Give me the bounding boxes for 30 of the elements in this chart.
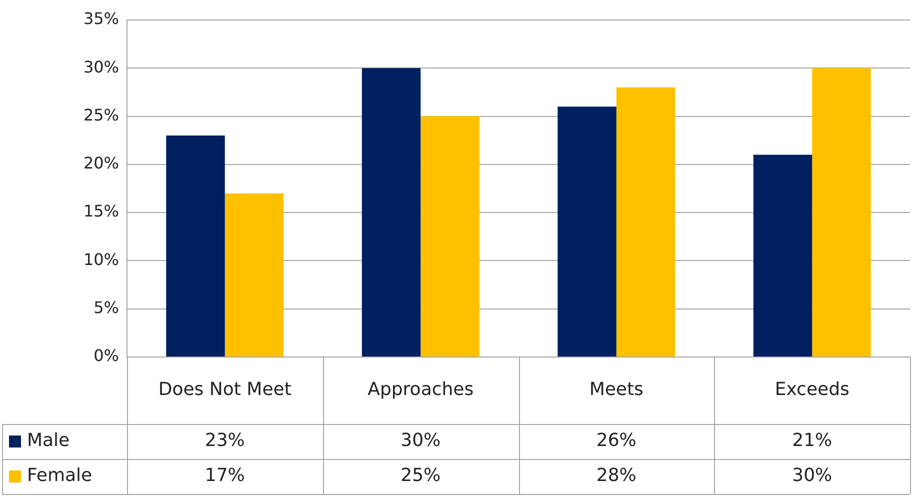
data-label: 28% — [596, 465, 636, 486]
x-tick-label: Exceeds — [774, 379, 850, 400]
data-label: 26% — [596, 430, 636, 452]
x-tick-label: Does Not Meet — [158, 379, 292, 400]
bar — [362, 68, 421, 356]
y-tick-label: 10% — [83, 250, 119, 269]
bar — [753, 154, 812, 356]
bar — [420, 116, 480, 356]
bar — [224, 193, 284, 356]
bar — [166, 136, 225, 356]
x-tick-label: Approaches — [368, 379, 474, 400]
y-tick-label: 25% — [83, 105, 119, 124]
y-tick-label: 30% — [83, 57, 119, 76]
y-tick-label: 15% — [83, 202, 119, 221]
bar — [616, 87, 676, 356]
data-label: 25% — [400, 465, 441, 486]
x-tick-label: Meets — [589, 379, 644, 400]
legend-label: Female — [27, 465, 92, 486]
y-tick-label: 5% — [94, 298, 119, 318]
y-tick-label: 0% — [94, 346, 119, 366]
y-tick-label: 20% — [83, 154, 119, 173]
legend-label: Male — [27, 430, 70, 452]
data-label: 23% — [204, 430, 245, 452]
bar — [812, 68, 871, 356]
data-label: 17% — [204, 465, 245, 486]
data-label: 21% — [792, 430, 832, 452]
y-tick-label: 35% — [83, 9, 119, 28]
data-label: 30% — [400, 430, 441, 452]
bar — [558, 106, 616, 356]
data-label: 30% — [792, 465, 832, 486]
